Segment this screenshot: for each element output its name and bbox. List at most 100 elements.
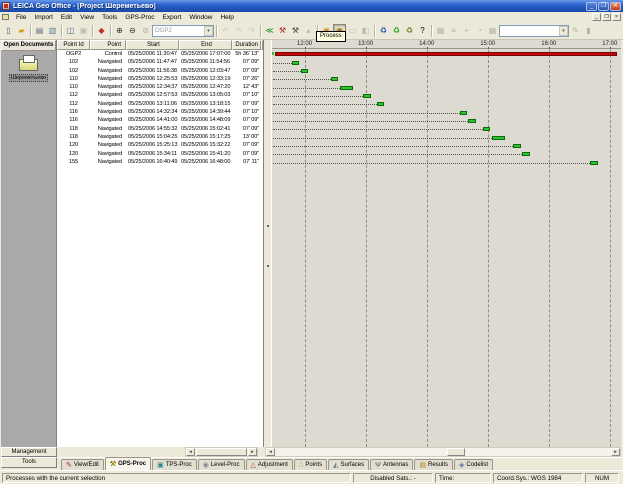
move-up-icon[interactable]: ▴ — [306, 26, 311, 35]
zoom-in-icon[interactable]: ⊕ — [116, 26, 123, 35]
resample-green-icon[interactable]: ♻ — [392, 26, 401, 35]
marker-icon[interactable]: ▮ — [586, 26, 591, 35]
menu-tools[interactable]: Tools — [102, 13, 118, 21]
table-row[interactable]: OGP2 Control 05/25/2006 11:30:47 05/25/2006… — [57, 50, 263, 58]
interval-combo[interactable]: ▾ — [499, 24, 569, 37]
management-button[interactable]: Management — [1, 447, 57, 457]
assign-icon[interactable]: ≪ — [265, 26, 274, 35]
link-icon[interactable]: ◧ — [361, 26, 370, 35]
table-hscrollbar[interactable]: ◂ ▸ — [185, 447, 258, 457]
column-header-point-id[interactable]: Point Id — [57, 40, 90, 50]
tab-view-edit[interactable]: ✎ View/Edit — [61, 459, 104, 470]
document-label[interactable]: Шереметьево — [8, 74, 49, 82]
restore-button[interactable]: ❐ — [598, 1, 609, 11]
table-row[interactable]: 118 Navigated 05/25/2006 15:04:25 05/25/200… — [57, 133, 263, 141]
resample-olive-icon[interactable]: ♻ — [405, 26, 414, 35]
tab-gps-proc[interactable]: ⚒ GPS-Proc — [104, 457, 152, 470]
results-open-icon[interactable]: ◉ — [320, 24, 333, 38]
gantt-bar-155[interactable] — [590, 160, 598, 165]
dropdown-arrow-icon[interactable]: ▾ — [559, 25, 568, 36]
tab-points[interactable]: ∴ Points — [293, 459, 328, 470]
column-header-point-class[interactable]: Point Class — [90, 40, 126, 50]
new-icon[interactable]: ▯ — [6, 26, 11, 35]
table-row[interactable]: 102 Navigated 05/25/2006 11:56:38 05/25/200… — [57, 67, 263, 75]
resample-blue-icon[interactable]: ♻ — [379, 26, 388, 35]
menu-export[interactable]: Export — [162, 13, 182, 21]
table-row[interactable]: 116 Navigated 05/25/2006 14:32:34 05/25/200… — [57, 108, 263, 116]
tab-level-proc[interactable]: ◉ Level-Proc — [197, 459, 245, 470]
process-auto-icon[interactable]: ⚒ — [291, 26, 300, 35]
print-preview-icon[interactable]: ▥ — [48, 26, 57, 35]
table-row[interactable]: 112 Navigated 05/25/2006 13:11:06 05/25/200… — [57, 100, 263, 108]
gantt-bar-110[interactable] — [330, 77, 339, 82]
table-row[interactable]: 120 Navigated 05/25/2006 15:34:11 05/25/200… — [57, 150, 263, 158]
gantt-bar-102[interactable] — [301, 68, 309, 73]
menu-file[interactable]: File — [16, 13, 27, 21]
tab-adjustment[interactable]: △ Adjustment — [245, 459, 293, 470]
add-point-icon[interactable]: + — [464, 26, 469, 35]
table-row[interactable]: 118 Navigated 05/25/2006 14:55:32 05/25/200… — [57, 125, 263, 133]
gantt-bar-118[interactable] — [483, 127, 491, 132]
gantt-bar-110[interactable] — [339, 85, 353, 90]
paste-icon[interactable]: ▣ — [79, 26, 88, 35]
gantt-bar-116[interactable] — [468, 119, 476, 123]
pane-splitter[interactable] — [263, 40, 272, 447]
scroll-track[interactable] — [195, 448, 248, 456]
skip-icon[interactable]: ↷ — [248, 26, 255, 35]
gantt-bar-120[interactable] — [513, 144, 521, 149]
table-row[interactable]: 110 Navigated 05/25/2006 12:34:37 05/25/200… — [57, 83, 263, 91]
document-item[interactable]: Шереметьево — [1, 55, 56, 82]
process-manual-icon[interactable]: ⚒ — [278, 26, 287, 35]
zoom-out-icon[interactable]: ⊖ — [129, 26, 136, 35]
chart-hscrollbar[interactable]: ◂ ▸ — [265, 447, 621, 457]
gantt-bar-116[interactable] — [459, 110, 468, 115]
scroll-left-arrow[interactable]: ◂ — [186, 448, 195, 456]
grid-icon[interactable]: ▦ — [488, 26, 497, 35]
menu-view[interactable]: View — [80, 13, 95, 21]
minimize-button[interactable]: _ — [586, 1, 597, 11]
column-header-duration[interactable]: Duration — [232, 40, 261, 50]
gantt-bar-102[interactable] — [292, 60, 300, 65]
open-icon[interactable]: ▰ — [18, 26, 25, 35]
gantt-bar-112[interactable] — [363, 93, 371, 98]
column-header-start[interactable]: Start — [126, 40, 179, 50]
print-icon[interactable]: ▤ — [35, 26, 44, 35]
close-button[interactable]: ✕ — [610, 1, 621, 11]
scroll-left-arrow[interactable]: ◂ — [266, 448, 275, 456]
copy-icon[interactable]: ◫ — [66, 26, 75, 35]
zoom-window-icon[interactable]: ⊘ — [142, 26, 149, 35]
menu-gps-proc[interactable]: GPS-Proc — [125, 13, 155, 21]
gantt-bar-112[interactable] — [376, 102, 385, 107]
table-row[interactable]: 116 Navigated 05/25/2006 14:41:00 05/25/200… — [57, 116, 263, 124]
select-mode-icon[interactable]: ▦ — [436, 26, 445, 35]
go-forward-icon[interactable]: ↷ — [235, 26, 242, 35]
table-row[interactable]: 120 Navigated 05/25/2006 15:25:13 05/25/200… — [57, 141, 263, 149]
menu-window[interactable]: Window — [189, 13, 213, 21]
store-icon[interactable]: ▭ — [348, 26, 357, 35]
child-close-button[interactable]: × — [612, 13, 621, 21]
child-minimize-button[interactable]: _ — [592, 13, 601, 21]
column-header-end[interactable]: End — [179, 40, 232, 50]
scroll-track[interactable] — [275, 448, 611, 456]
edit-icon[interactable]: ✎ — [572, 26, 579, 35]
import-icon[interactable]: ◆ — [98, 26, 105, 35]
document-icon[interactable] — [19, 55, 38, 71]
tools-button[interactable]: Tools — [1, 457, 57, 468]
help-icon[interactable]: ? — [420, 26, 425, 35]
scroll-thumb[interactable] — [447, 448, 465, 456]
menu-import[interactable]: Import — [34, 13, 53, 21]
dropdown-arrow-icon[interactable]: ▾ — [204, 25, 213, 36]
menu-help[interactable]: Help — [220, 13, 234, 21]
time-window-icon[interactable]: ◔ — [477, 26, 482, 35]
go-back-icon[interactable]: ↶ — [222, 26, 229, 35]
table-row[interactable]: 112 Navigated 05/25/2006 12:57:53 05/25/200… — [57, 91, 263, 99]
tab-results[interactable]: ▤ Results — [414, 459, 454, 470]
list-mode-icon[interactable]: ≡ — [451, 26, 456, 35]
point-combo[interactable]: OGP2 ▾ — [152, 24, 214, 37]
table-row[interactable]: 155 Navigated 05/25/2006 16:40:49 05/25/200… — [57, 158, 263, 166]
scroll-right-arrow[interactable]: ▸ — [248, 448, 257, 456]
gantt-bar-118[interactable] — [492, 135, 506, 140]
scroll-right-arrow[interactable]: ▸ — [611, 448, 620, 456]
gantt-bar-120[interactable] — [522, 152, 530, 157]
menu-edit[interactable]: Edit — [60, 13, 73, 21]
